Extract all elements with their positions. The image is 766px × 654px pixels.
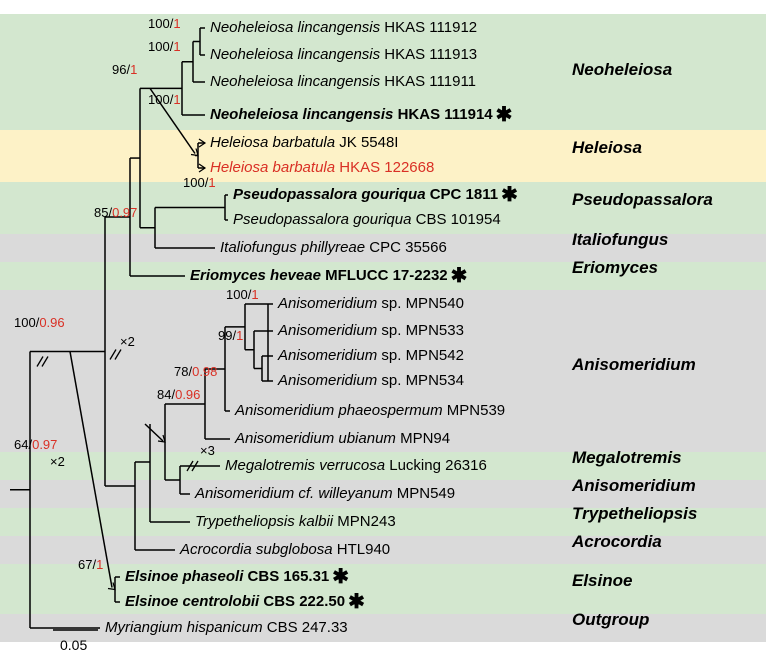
taxon-label: Anisomeridium phaeospermum MPN539 <box>235 403 505 418</box>
taxon-label: Anisomeridium sp. MPN534 <box>278 373 464 388</box>
support-value: 64/0.97 <box>14 438 57 451</box>
support-value: 100/1 <box>148 93 181 106</box>
support-value: 100/1 <box>226 288 259 301</box>
taxon-label: Neoheleiosa lincangensis HKAS 111913 <box>210 47 477 62</box>
support-value: 96/1 <box>112 63 137 76</box>
taxon-label: Elsinoe centrolobii CBS 222.50✱ <box>125 594 365 610</box>
clade-label: Italiofungus <box>572 231 668 248</box>
support-value: 99/1 <box>218 329 243 342</box>
clade-label: Anisomeridium <box>572 477 696 494</box>
taxon-label: Eriomyces heveae MFLUCC 17-2232✱ <box>190 268 467 284</box>
clade-label: Trypetheliopsis <box>572 505 697 522</box>
taxon-label: Neoheleiosa lincangensis HKAS 111911 <box>210 74 476 89</box>
support-value: 78/0.98 <box>174 365 217 378</box>
support-value: 100/0.96 <box>14 316 65 329</box>
taxon-label: Italiofungus phillyreae CPC 35566 <box>220 240 447 255</box>
taxon-label: Anisomeridium sp. MPN540 <box>278 296 464 311</box>
taxon-label: Pseudopassalora gouriqua CPC 1811✱ <box>233 187 518 203</box>
taxon-label: Acrocordia subglobosa HTL940 <box>180 542 390 557</box>
support-value: 84/0.96 <box>157 388 200 401</box>
clade-label: Acrocordia <box>572 533 662 550</box>
taxon-label: Trypetheliopsis kalbii MPN243 <box>195 514 396 529</box>
branch-break-label: ×2 <box>50 455 65 468</box>
clade-label: Pseudopassalora <box>572 191 713 208</box>
taxon-label: Megalotremis verrucosa Lucking 26316 <box>225 458 487 473</box>
taxon-label: Neoheleiosa lincangensis HKAS 111912 <box>210 20 477 35</box>
clade-label: Anisomeridium <box>572 356 696 373</box>
clade-label: Outgroup <box>572 611 649 628</box>
clade-label: Elsinoe <box>572 572 632 589</box>
support-value: 100/1 <box>148 40 181 53</box>
taxon-label: Neoheleiosa lincangensis HKAS 111914✱ <box>210 107 512 123</box>
taxon-label: Heleiosa barbatula HKAS 122668 <box>210 160 434 175</box>
branch-break-label: ×2 <box>120 335 135 348</box>
taxon-label: Anisomeridium sp. MPN542 <box>278 348 464 363</box>
clade-label: Neoheleiosa <box>572 61 672 78</box>
taxon-label: Pseudopassalora gouriqua CBS 101954 <box>233 212 501 227</box>
taxon-label: Heleiosa barbatula JK 5548I <box>210 135 398 150</box>
scale-bar-label: 0.05 <box>60 637 87 653</box>
support-value: 100/1 <box>183 176 216 189</box>
support-value: 85/0.97 <box>94 206 137 219</box>
taxon-label: Anisomeridium cf. willeyanum MPN549 <box>195 486 455 501</box>
taxon-label: Anisomeridium sp. MPN533 <box>278 323 464 338</box>
branch-break-label: ×3 <box>200 444 215 457</box>
taxon-label: Elsinoe phaseoli CBS 165.31✱ <box>125 569 349 585</box>
taxon-label: Myriangium hispanicum CBS 247.33 <box>105 620 348 635</box>
clade-label: Eriomyces <box>572 259 658 276</box>
taxon-label: Anisomeridium ubianum MPN94 <box>235 431 450 446</box>
support-value: 100/1 <box>148 17 181 30</box>
support-value: 67/1 <box>78 558 103 571</box>
clade-label: Heleiosa <box>572 139 642 156</box>
clade-label: Megalotremis <box>572 449 682 466</box>
